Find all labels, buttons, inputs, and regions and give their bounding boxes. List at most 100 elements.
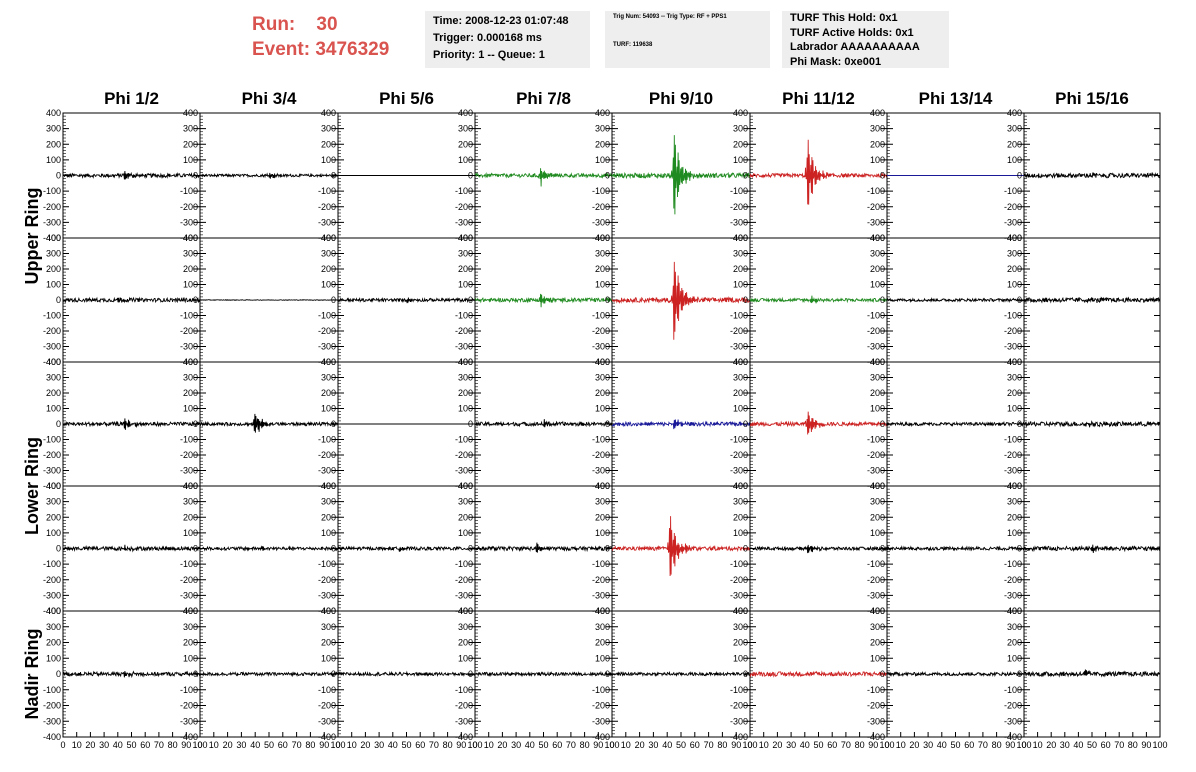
y-tick-label: 400 xyxy=(733,108,748,118)
x-tick-label: 80 xyxy=(1128,740,1138,750)
y-tick-label: -100 xyxy=(318,685,336,695)
y-tick-label: -400 xyxy=(867,732,885,742)
y-tick-label: 400 xyxy=(46,108,61,118)
y-tick-label: 300 xyxy=(46,497,61,507)
y-tick-label: 200 xyxy=(1007,638,1022,648)
y-tick-label: 100 xyxy=(46,404,61,414)
y-tick-label: 200 xyxy=(46,638,61,648)
y-tick-label: -200 xyxy=(730,202,748,212)
y-tick-label: -100 xyxy=(592,186,610,196)
y-tick-label: 400 xyxy=(321,233,336,243)
y-tick-label: -200 xyxy=(592,575,610,585)
y-tick-label: -300 xyxy=(592,590,610,600)
x-tick-label: 20 xyxy=(223,740,233,750)
turf-hold-text: TURF This Hold: 0x1 xyxy=(790,12,898,24)
y-tick-label: -100 xyxy=(1004,559,1022,569)
y-tick-label: -300 xyxy=(455,590,473,600)
y-tick-label: 0 xyxy=(193,669,198,679)
x-tick-label: 60 xyxy=(1101,740,1111,750)
y-tick-label: 400 xyxy=(1007,481,1022,491)
y-tick-label: -200 xyxy=(867,701,885,711)
y-tick-label: 0 xyxy=(880,419,885,429)
y-tick-label: 0 xyxy=(743,669,748,679)
y-tick-label: 100 xyxy=(321,528,336,538)
y-tick-label: -200 xyxy=(43,326,61,336)
y-tick-label: -100 xyxy=(730,435,748,445)
y-tick-label: 300 xyxy=(46,622,61,632)
y-tick-label: 300 xyxy=(321,124,336,134)
y-tick-label: 100 xyxy=(183,404,198,414)
column-header: Phi 9/10 xyxy=(649,89,713,108)
y-tick-label: 100 xyxy=(458,155,473,165)
y-tick-label: 200 xyxy=(870,139,885,149)
y-tick-label: 400 xyxy=(458,481,473,491)
y-tick-label: -300 xyxy=(43,590,61,600)
y-tick-label: -400 xyxy=(1004,732,1022,742)
waveform-trace xyxy=(62,418,201,430)
x-tick-label: 0 xyxy=(472,740,477,750)
waveform-trace xyxy=(886,297,1025,304)
y-tick-label: 400 xyxy=(183,606,198,616)
y-tick-label: 0 xyxy=(1017,669,1022,679)
y-tick-label: 200 xyxy=(595,139,610,149)
y-tick-label: -200 xyxy=(455,326,473,336)
y-tick-label: 100 xyxy=(733,155,748,165)
y-tick-label: 400 xyxy=(870,233,885,243)
y-tick-label: 200 xyxy=(46,512,61,522)
y-tick-label: -100 xyxy=(455,186,473,196)
x-tick-label: 70 xyxy=(429,740,439,750)
x-tick-label: 30 xyxy=(374,740,384,750)
y-tick-label: -100 xyxy=(455,559,473,569)
y-tick-label: -100 xyxy=(1004,435,1022,445)
y-tick-label: 300 xyxy=(46,373,61,383)
y-tick-label: 0 xyxy=(743,419,748,429)
y-tick-label: 400 xyxy=(1007,233,1022,243)
y-tick-label: 200 xyxy=(321,512,336,522)
y-tick-label: -100 xyxy=(1004,186,1022,196)
y-tick-label: 300 xyxy=(733,124,748,134)
x-tick-label: 90 xyxy=(731,740,741,750)
y-tick-label: 0 xyxy=(193,295,198,305)
y-tick-label: 100 xyxy=(870,653,885,663)
y-tick-label: 300 xyxy=(321,373,336,383)
y-tick-label: 300 xyxy=(458,497,473,507)
y-tick-label: -300 xyxy=(180,466,198,476)
y-tick-label: -300 xyxy=(180,342,198,352)
trigger-text: Trigger: 0.000168 ms xyxy=(433,32,542,44)
waveform-trace xyxy=(611,670,751,678)
y-tick-label: -100 xyxy=(730,186,748,196)
y-tick-label: -200 xyxy=(1004,326,1022,336)
y-tick-label: 200 xyxy=(321,139,336,149)
y-tick-label: -300 xyxy=(180,217,198,227)
x-tick-label: 70 xyxy=(566,740,576,750)
y-tick-label: 300 xyxy=(870,124,885,134)
x-tick-label: 0 xyxy=(747,740,752,750)
y-tick-label: 200 xyxy=(733,512,748,522)
time-text: Time: 2008-12-23 01:07:48 xyxy=(433,15,569,27)
y-tick-label: 100 xyxy=(595,280,610,290)
x-tick-label: 100 xyxy=(1016,740,1031,750)
y-tick-label: 0 xyxy=(468,295,473,305)
y-tick-label: -300 xyxy=(1004,342,1022,352)
y-tick-label: -300 xyxy=(318,466,336,476)
y-tick-label: 300 xyxy=(733,497,748,507)
y-tick-label: 200 xyxy=(870,638,885,648)
y-tick-label: 400 xyxy=(183,108,198,118)
y-tick-label: -100 xyxy=(730,559,748,569)
y-tick-label: -300 xyxy=(43,716,61,726)
x-tick-label: 100 xyxy=(192,740,207,750)
y-tick-label: -200 xyxy=(455,450,473,460)
waveform-trace xyxy=(474,542,613,553)
y-tick-label: -200 xyxy=(730,450,748,460)
x-tick-label: 100 xyxy=(879,740,894,750)
